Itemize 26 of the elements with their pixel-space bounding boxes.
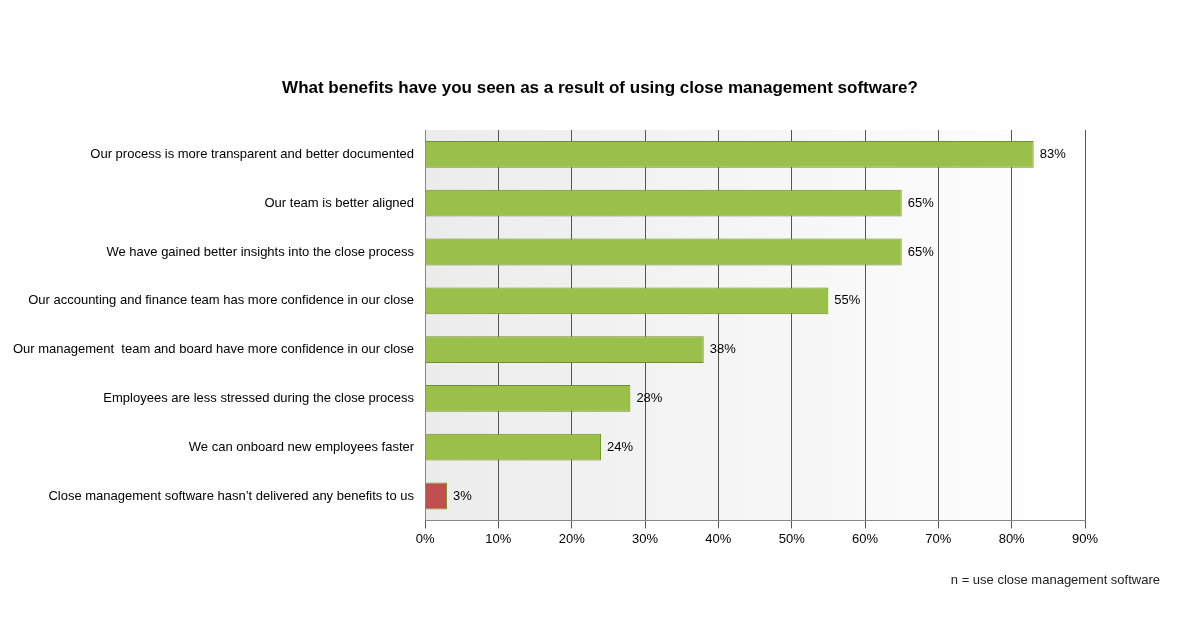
x-tick-label: 0% [415, 530, 435, 546]
y-tick-label: Employees are less stressed during the close process [103, 389, 415, 405]
y-tick-label: Our accounting and finance team has more confidence in our close [28, 292, 415, 308]
y-tick-label: Our management team and board have more confidence in our close [12, 341, 415, 357]
data-label: 55% [834, 292, 861, 308]
data-label: 65% [907, 194, 935, 210]
x-tick-label: 70% [925, 530, 952, 546]
data-label: 3% [453, 487, 473, 503]
data-label: 83% [1039, 145, 1067, 161]
y-tick-label: We have gained better insights into the close process [106, 243, 415, 259]
y-tick-label: Close management software hasn’t delivered any benefits to us [48, 487, 415, 503]
x-tick-label: 20% [558, 530, 586, 546]
x-tick-label: 80% [998, 530, 1026, 546]
data-label: 65% [907, 243, 935, 259]
data-label: 24% [607, 438, 634, 454]
x-tick-label: 30% [632, 530, 659, 546]
chart-title: What benefits have you seen as a result of using close management software? [281, 78, 919, 98]
y-tick-label: Our process is more transparent and better documented [90, 145, 415, 161]
x-tick-label: 10% [485, 530, 512, 546]
x-tick-label: 60% [852, 530, 879, 546]
y-tick-label: We can onboard new employees faster [188, 438, 415, 454]
x-tick-label: 50% [778, 530, 806, 546]
x-tick-label: 40% [705, 530, 732, 546]
y-tick-label: Our team is better aligned [264, 194, 415, 210]
x-tick-label: 90% [1071, 530, 1099, 546]
text: n = use close management software [950, 572, 1160, 587]
